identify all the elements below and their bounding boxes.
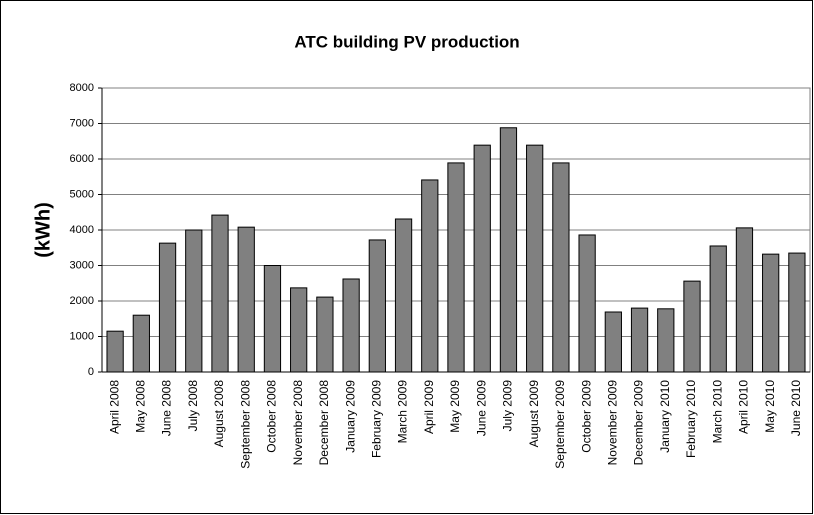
x-tick-label: September 2008 (238, 380, 252, 469)
x-tick-label: May 2008 (134, 380, 148, 433)
x-tick-label: September 2009 (553, 380, 567, 469)
bar (735, 227, 754, 373)
bar (526, 144, 544, 373)
y-tick-label: 0 (88, 366, 94, 378)
bar (447, 162, 465, 373)
y-tick-label: 5000 (70, 188, 94, 200)
bar (394, 218, 413, 373)
y-tick-label: 8000 (70, 82, 94, 94)
x-tick-label: June 2010 (789, 380, 803, 436)
x-tick-label: December 2008 (317, 380, 331, 466)
x-tick-label: August 2009 (527, 380, 541, 448)
bar (552, 162, 570, 373)
bar (106, 330, 124, 373)
bar (211, 214, 229, 373)
bar (368, 239, 386, 373)
bar (473, 144, 491, 373)
bar (263, 265, 282, 373)
x-tick-label: October 2009 (579, 380, 593, 453)
bar (683, 280, 701, 373)
bar (604, 311, 622, 373)
y-tick-label: 1000 (70, 330, 94, 342)
bar (185, 229, 203, 373)
bar (290, 287, 308, 373)
chart-title: ATC building PV production (294, 32, 519, 51)
x-tick-label: May 2010 (763, 380, 777, 433)
x-tick-label: April 2008 (107, 380, 121, 434)
bar (132, 314, 150, 373)
x-tick-label: April 2010 (737, 380, 751, 434)
bar (657, 308, 675, 373)
x-tick-label: March 2009 (396, 380, 410, 444)
y-tick-label: 7000 (70, 117, 94, 129)
x-tick-label: August 2008 (212, 380, 226, 448)
x-tick-label: January 2010 (658, 380, 672, 453)
x-tick-label: July 2008 (186, 380, 200, 432)
bar (788, 252, 806, 373)
bar (709, 245, 727, 373)
bar (237, 226, 255, 373)
x-tick-label: June 2008 (160, 380, 174, 436)
y-axis-label: (kWh) (32, 202, 54, 258)
bar (421, 179, 439, 373)
x-tick-label: February 2010 (684, 380, 698, 458)
bar (342, 278, 360, 373)
x-tick-label: May 2009 (448, 380, 462, 433)
bar (499, 127, 518, 373)
x-tick-label: March 2010 (710, 380, 724, 444)
x-tick-label: June 2009 (474, 380, 488, 436)
bar (316, 296, 334, 373)
bar (578, 234, 596, 373)
x-tick-label: October 2008 (265, 380, 279, 453)
x-tick-label: February 2009 (370, 380, 384, 458)
y-tick-label: 3000 (70, 259, 94, 271)
x-tick-label: January 2009 (343, 380, 357, 453)
x-tick-label: April 2009 (422, 380, 436, 434)
y-tick-label: 2000 (70, 295, 94, 307)
bar (762, 253, 780, 373)
bar (630, 307, 649, 373)
y-tick-label: 4000 (70, 224, 94, 236)
y-tick-label: 6000 (70, 153, 94, 165)
bar (158, 242, 177, 373)
x-tick-label: December 2009 (632, 380, 646, 466)
x-tick-label: November 2008 (291, 380, 305, 466)
x-tick-label: November 2009 (606, 380, 620, 466)
x-tick-label: July 2009 (501, 380, 515, 432)
